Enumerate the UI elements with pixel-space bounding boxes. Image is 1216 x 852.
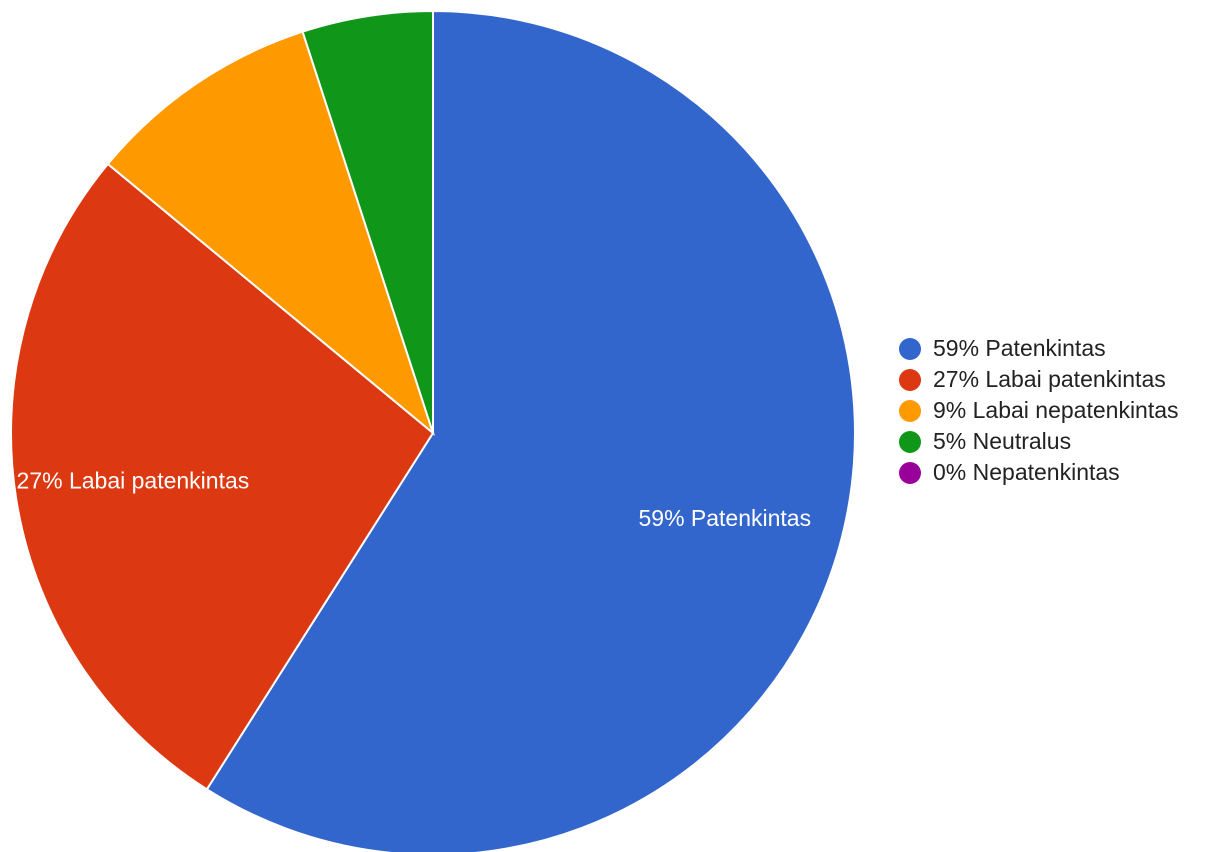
legend-item-nepatenkintas[interactable]: 0% Nepatenkintas (899, 457, 1179, 488)
legend-swatch-icon (899, 368, 921, 391)
chart-legend: 59% Patenkintas 27% Labai patenkintas 9%… (899, 333, 1179, 488)
slice-label-1: 27% Labai patenkintas (17, 468, 250, 494)
legend-swatch-icon (899, 399, 921, 422)
legend-item-labai-nepatenkintas[interactable]: 9% Labai nepatenkintas (899, 395, 1179, 426)
slice-label-0: 59% Patenkintas (638, 505, 811, 531)
legend-swatch-icon (899, 337, 921, 360)
legend-swatch-icon (899, 430, 921, 453)
pie-slice-2[interactable] (106, 30, 436, 436)
pie-slice-3[interactable] (301, 9, 434, 434)
legend-item-labai-patenkintas[interactable]: 27% Labai patenkintas (899, 364, 1179, 395)
legend-label: 27% Labai patenkintas (933, 366, 1166, 392)
legend-item-neutralus[interactable]: 5% Neutralus (899, 426, 1179, 457)
legend-item-patenkintas[interactable]: 59% Patenkintas (899, 333, 1179, 364)
legend-swatch-icon (899, 461, 921, 484)
legend-label: 59% Patenkintas (933, 335, 1106, 361)
legend-label: 0% Nepatenkintas (933, 459, 1120, 485)
legend-label: 9% Labai nepatenkintas (933, 397, 1179, 423)
pie-slice-0[interactable] (205, 9, 856, 852)
pie-slice-1[interactable] (10, 162, 435, 791)
legend-label: 5% Neutralus (933, 428, 1072, 454)
